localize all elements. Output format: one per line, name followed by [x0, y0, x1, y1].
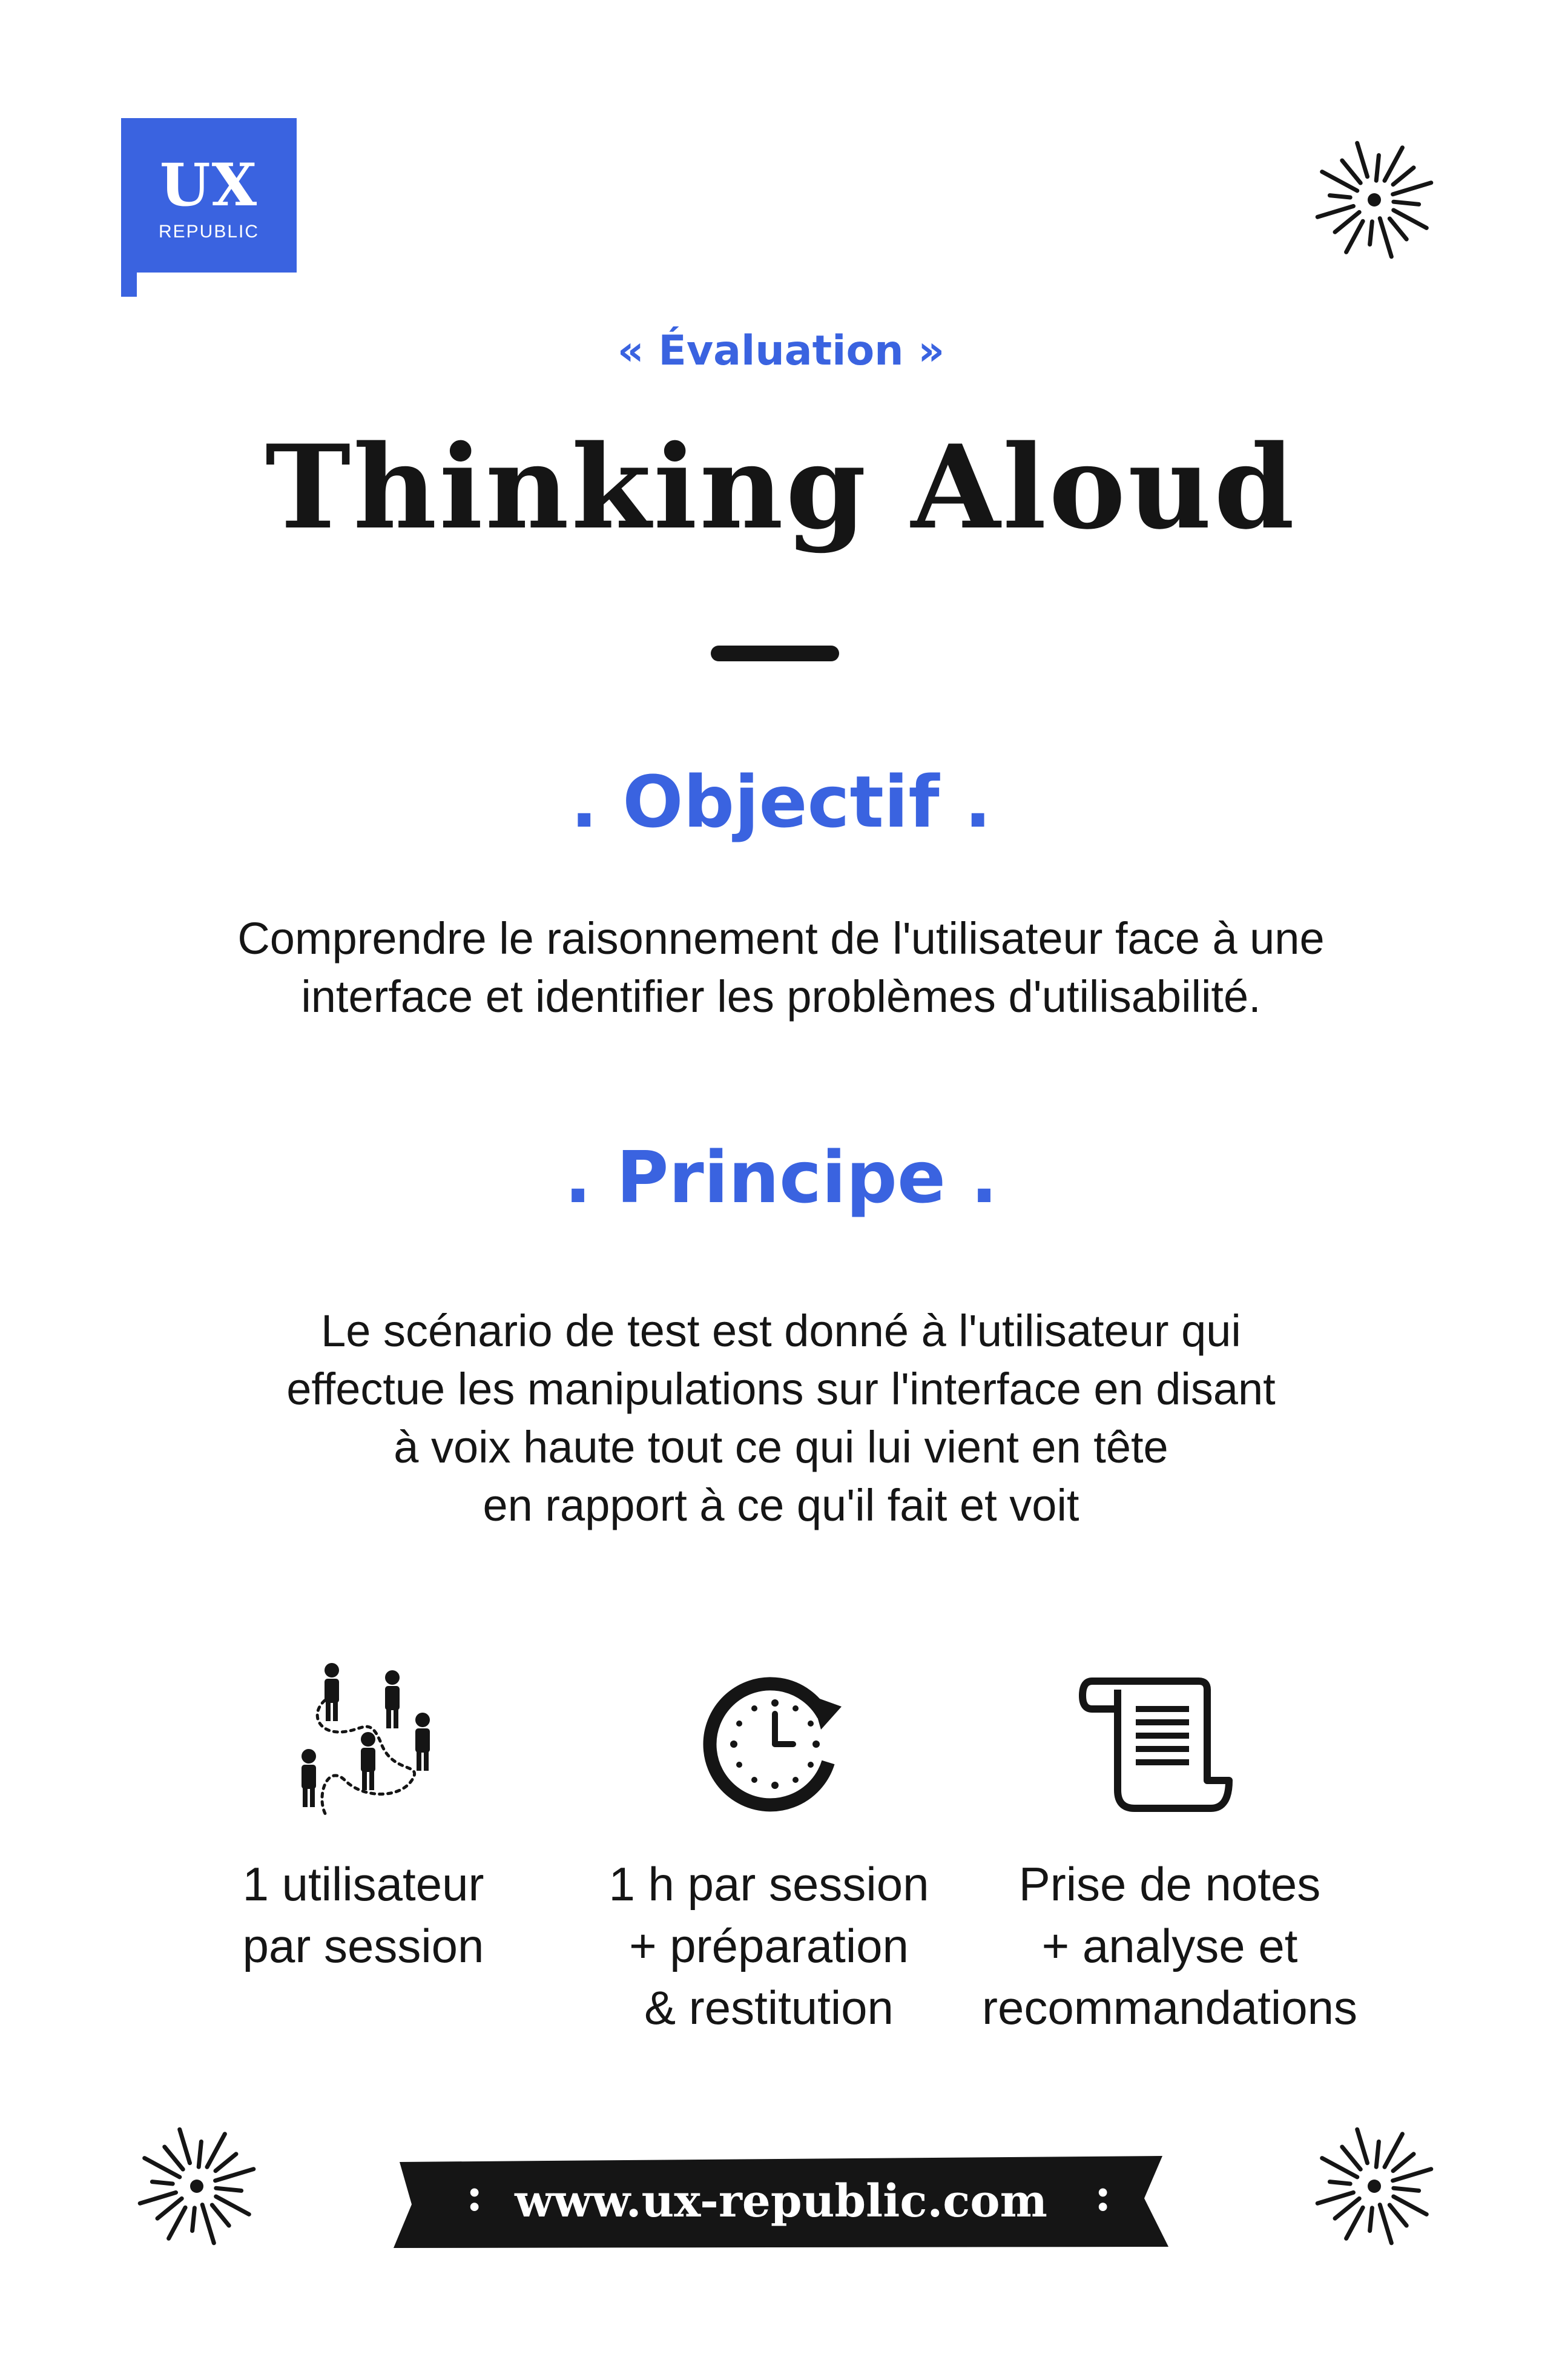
category-eyebrow: « Évaluation »	[617, 327, 945, 375]
burst-ray	[1368, 2206, 1374, 2233]
burst-ray	[196, 2139, 203, 2169]
burst-ray	[137, 2190, 178, 2206]
burst-ray	[214, 2186, 244, 2193]
burst-ray	[1391, 2186, 1422, 2193]
burst-ray	[1368, 219, 1374, 247]
feature-deliverables: Prise de notes + analyse et recommandati…	[976, 1853, 1363, 2038]
burst-ray	[1391, 2194, 1429, 2216]
burst-center	[1368, 2180, 1381, 2193]
feature-line: recommandations	[982, 1981, 1357, 2034]
burst-ray	[200, 2203, 216, 2246]
principe-line: à voix haute tout ce qui lui vient en tê…	[394, 1422, 1168, 1472]
burst-ray	[1340, 2144, 1363, 2172]
burst-ray	[1355, 140, 1369, 179]
burst-ray	[1327, 2180, 1353, 2186]
burst-ray	[1377, 216, 1394, 259]
feature-line: & restitution	[644, 1981, 894, 2034]
burst-ray	[213, 2167, 256, 2183]
objectif-paragraph: Comprendre le raisonnement de l'utilisat…	[0, 910, 1562, 1026]
burst-ray	[209, 2203, 231, 2228]
burst-ray	[1320, 170, 1360, 193]
burst-ray	[1377, 2203, 1394, 2246]
feature-line: + analyse et	[1041, 1919, 1298, 1972]
burst-ray	[1333, 2196, 1362, 2221]
principe-line: en rapport à ce qu'il fait et voit	[483, 1480, 1079, 1530]
feature-users: 1 utilisateur par session	[170, 1853, 557, 1977]
principe-heading: . Principe .	[564, 1135, 998, 1219]
burst-ray	[162, 2144, 185, 2172]
principe-paragraph: Le scénario de test est donné à l'utilis…	[0, 1302, 1562, 1535]
objectif-line: interface et identifier les problèmes d'…	[301, 971, 1261, 1022]
feature-line: + préparation	[629, 1919, 909, 1972]
sun-burst-icon	[1315, 2127, 1434, 2246]
page-title: Thinking Aloud	[265, 420, 1297, 555]
burst-ray	[1333, 210, 1362, 234]
burst-center	[190, 2180, 203, 2193]
burst-ray	[1391, 165, 1416, 187]
burst-ray	[166, 2205, 188, 2241]
burst-ray	[1320, 2156, 1360, 2180]
burst-ray	[1391, 180, 1434, 197]
burst-ray	[1327, 193, 1353, 200]
clock-refresh-icon	[703, 1677, 842, 1812]
burst-ray	[1391, 208, 1429, 230]
burst-ray	[1315, 203, 1356, 219]
logo-primary-text: UX	[159, 151, 259, 219]
burst-ray	[1315, 2190, 1356, 2206]
feature-line: par session	[242, 1919, 484, 1972]
burst-ray	[214, 2194, 251, 2216]
sun-burst-icon	[1315, 140, 1434, 259]
burst-ray	[1382, 2132, 1405, 2169]
title-divider	[711, 646, 839, 661]
burst-ray	[1340, 158, 1363, 185]
principe-line: effectue les manipulations sur l'interfa…	[286, 1364, 1276, 1414]
burst-ray	[155, 2196, 184, 2221]
burst-ray	[1382, 145, 1405, 183]
burst-ray	[1374, 2139, 1381, 2169]
burst-ray	[150, 2180, 175, 2186]
people-journey-icon	[302, 1663, 430, 1819]
burst-ray	[1374, 153, 1381, 183]
principe-line: Le scénario de test est donné à l'utilis…	[321, 1306, 1241, 1356]
burst-ray	[1387, 216, 1409, 242]
logo-tab	[121, 260, 137, 297]
scroll-document-icon	[1079, 1678, 1233, 1812]
feature-line: 1 utilisateur	[242, 1857, 484, 1911]
feature-line: 1 h par session	[608, 1857, 929, 1911]
burst-ray	[1344, 219, 1365, 254]
feature-duration: 1 h par session + préparation & restitut…	[575, 1853, 963, 2038]
feature-line: Prise de notes	[1018, 1857, 1321, 1911]
sun-burst-icon	[137, 2127, 256, 2246]
burst-ray	[1391, 2167, 1434, 2183]
burst-ray	[1344, 2205, 1365, 2241]
burst-ray	[1355, 2127, 1369, 2166]
burst-ray	[142, 2156, 182, 2180]
footer-url-link[interactable]: www.ux-republic.com	[515, 2175, 1047, 2227]
objectif-line: Comprendre le raisonnement de l'utilisat…	[237, 913, 1325, 964]
objectif-heading: . Objectif .	[570, 760, 992, 844]
burst-ray	[205, 2132, 227, 2169]
burst-ray	[1391, 2152, 1416, 2173]
burst-ray	[177, 2127, 192, 2166]
burst-ray	[190, 2206, 197, 2233]
ux-republic-logo	[121, 118, 297, 273]
burst-center	[1368, 193, 1381, 207]
burst-ray	[213, 2152, 239, 2173]
footer-right-mark: :	[1095, 2169, 1112, 2221]
footer-banner	[394, 2156, 1168, 2248]
footer-left-mark: :	[466, 2169, 483, 2221]
logo-secondary-text: REPUBLIC	[158, 222, 260, 242]
burst-ray	[1387, 2203, 1409, 2228]
burst-ray	[1391, 199, 1422, 207]
